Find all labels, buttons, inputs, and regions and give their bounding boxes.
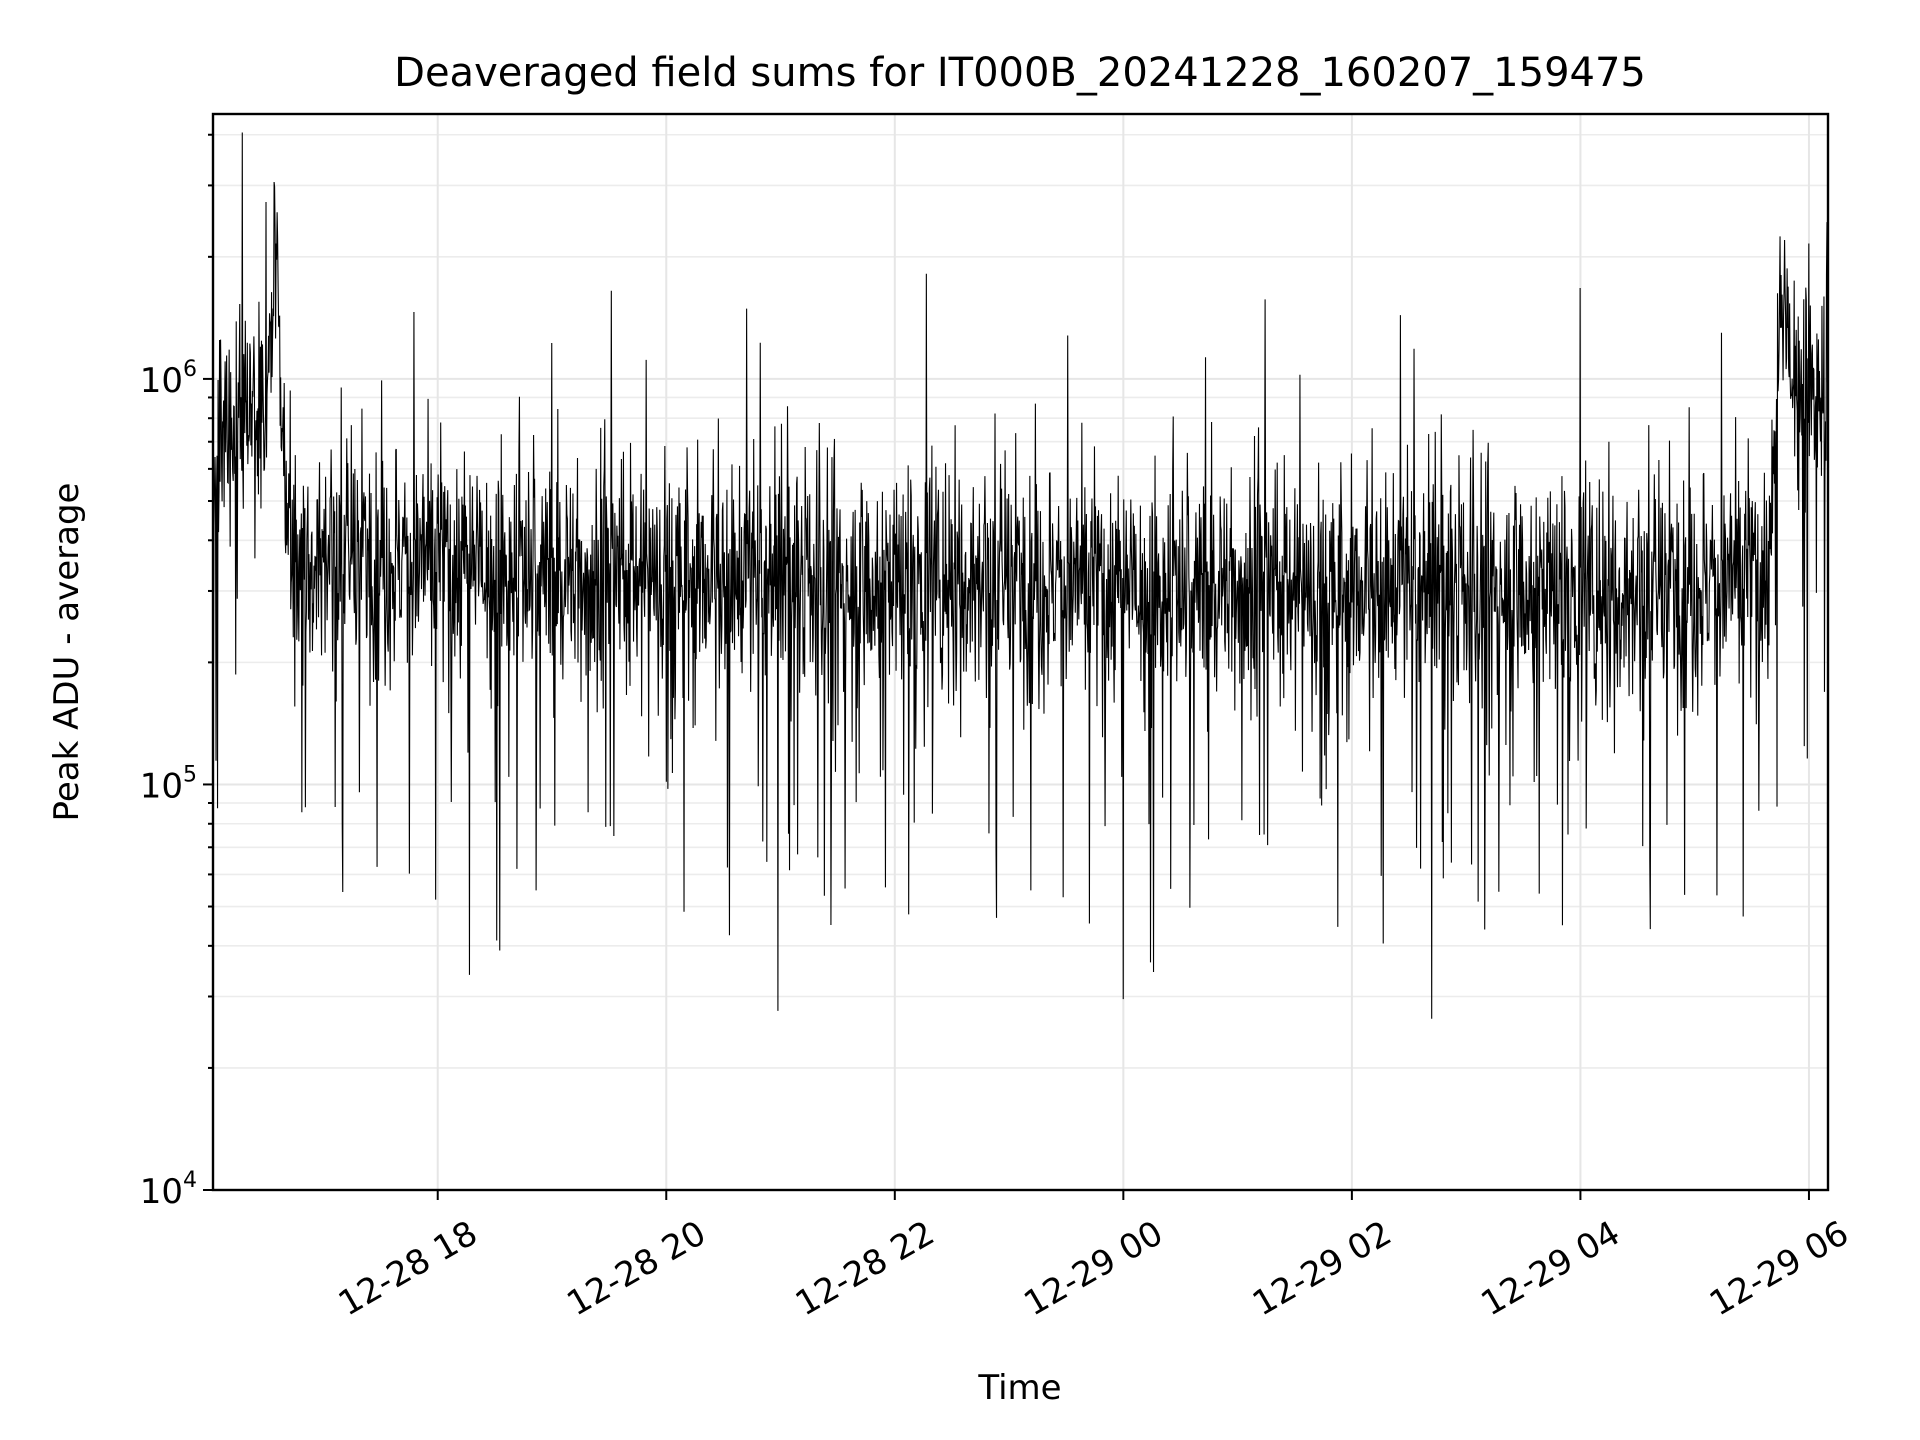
- x-tick-label: 12-28 18: [332, 1213, 484, 1324]
- y-axis-label: Peak ADU - average: [47, 483, 87, 822]
- x-tick-label: 12-29 06: [1703, 1213, 1855, 1324]
- y-tick-label: 106: [140, 357, 197, 401]
- x-tick-label: 12-29 00: [1017, 1213, 1169, 1324]
- series-line: [212, 132, 1829, 1019]
- y-tick-label: 105: [140, 762, 197, 806]
- x-tick-label: 12-28 20: [560, 1213, 712, 1324]
- x-tick-label: 12-29 02: [1246, 1213, 1398, 1324]
- y-axis: 104 105 106: [140, 133, 213, 1212]
- x-tick-label: 12-29 04: [1475, 1213, 1627, 1324]
- x-axis: 12-28 18 12-28 20 12-28 22 12-29 00 12-29 02…: [332, 1190, 1855, 1324]
- x-tick-label: 12-28 22: [789, 1213, 941, 1324]
- chart-title: Deaveraged field sums for IT000B_2024122…: [394, 50, 1646, 96]
- grid: [213, 114, 1828, 1191]
- plot-area: [212, 132, 1829, 1019]
- y-tick-label: 104: [140, 1168, 197, 1212]
- x-axis-label: Time: [977, 1368, 1061, 1408]
- plot-frame: [211, 112, 1830, 1192]
